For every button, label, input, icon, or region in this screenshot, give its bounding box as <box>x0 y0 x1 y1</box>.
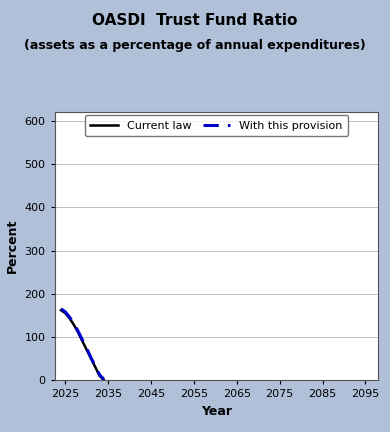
Text: (assets as a percentage of annual expenditures): (assets as a percentage of annual expend… <box>24 39 366 52</box>
Legend: Current law, With this provision: Current law, With this provision <box>85 115 348 137</box>
X-axis label: Year: Year <box>201 405 232 418</box>
Text: OASDI  Trust Fund Ratio: OASDI Trust Fund Ratio <box>92 13 298 28</box>
Y-axis label: Percent: Percent <box>6 219 19 273</box>
